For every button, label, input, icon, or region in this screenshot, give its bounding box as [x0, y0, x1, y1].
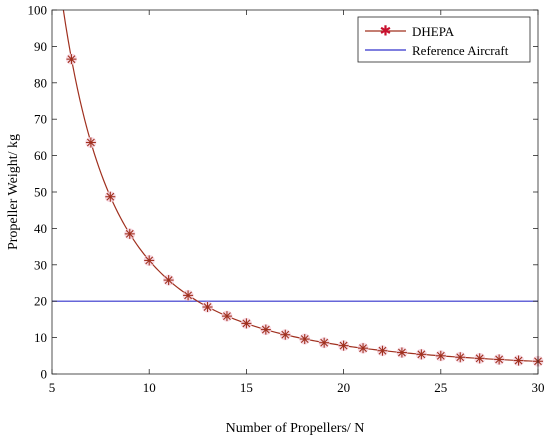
- data-point-dhepa: [454, 351, 466, 363]
- y-tick-label: 40: [34, 221, 47, 236]
- legend-label-reference: Reference Aircraft: [412, 43, 509, 58]
- data-point-dhepa: [240, 317, 252, 329]
- legend-box: [357, 16, 531, 63]
- data-point-dhepa: [396, 347, 408, 359]
- data-point-dhepa: [435, 350, 447, 362]
- data-point-dhepa: [65, 53, 77, 65]
- x-tick-label: 15: [240, 380, 253, 395]
- x-tick-label: 20: [337, 380, 350, 395]
- data-point-dhepa: [104, 191, 116, 203]
- y-axis-label: Propeller Weight/ kg: [6, 134, 21, 250]
- x-tick-label: 10: [143, 380, 156, 395]
- y-tick-label: 80: [34, 75, 47, 90]
- y-tick-label: 10: [34, 330, 47, 345]
- data-point-dhepa: [182, 289, 194, 301]
- x-tick-label: 30: [532, 380, 545, 395]
- data-point-dhepa: [493, 353, 505, 365]
- data-point-dhepa: [279, 329, 291, 341]
- data-point-dhepa: [474, 352, 486, 364]
- data-point-dhepa: [318, 337, 330, 349]
- y-tick-label: 60: [34, 148, 47, 163]
- x-tick-label: 25: [434, 380, 447, 395]
- data-point-dhepa: [415, 348, 427, 360]
- y-tick-label: 0: [41, 367, 48, 382]
- plot-background: [52, 10, 538, 374]
- y-tick-label: 50: [34, 185, 47, 200]
- y-tick-label: 90: [34, 39, 47, 54]
- x-tick-label: 5: [49, 380, 56, 395]
- data-point-dhepa: [357, 342, 369, 354]
- data-point-dhepa: [85, 136, 97, 148]
- data-point-dhepa: [260, 324, 272, 336]
- y-tick-label: 70: [34, 112, 47, 127]
- series-layer: [52, 9, 544, 367]
- y-tick-label: 20: [34, 294, 47, 309]
- data-point-dhepa: [376, 345, 388, 357]
- data-point-dhepa: [338, 340, 350, 352]
- data-point-dhepa: [163, 274, 175, 286]
- legend-marker-dhepa: ✱: [380, 24, 392, 40]
- axes-layer: 5 10 15 20 25 30 0 10 20 30 40 50 60 70 80 90 100: [28, 3, 545, 396]
- data-point-dhepa: [143, 254, 155, 266]
- x-axis-label: Number of Propellers/ N: [226, 421, 365, 436]
- data-point-dhepa: [221, 310, 233, 322]
- legend: ✱ DHEPA Reference Aircraft: [357, 16, 531, 63]
- legend-label-dhepa: DHEPA: [412, 24, 455, 39]
- data-point-dhepa: [513, 355, 525, 367]
- y-tick-label: 100: [28, 3, 48, 18]
- y-tick-label: 30: [34, 257, 47, 272]
- data-point-dhepa: [299, 333, 311, 345]
- data-point-dhepa: [202, 301, 214, 313]
- data-point-dhepa: [124, 228, 136, 240]
